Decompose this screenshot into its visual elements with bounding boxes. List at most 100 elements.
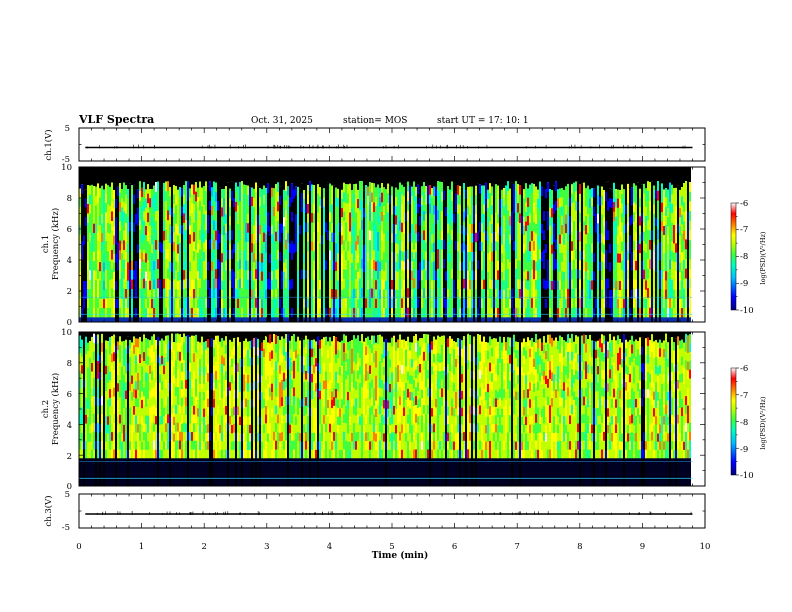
spectrogram-cell [371, 221, 373, 232]
spectrogram-cell [513, 288, 515, 299]
spectrogram-cell [593, 167, 595, 189]
spectrogram-cell [369, 298, 371, 309]
spectrogram-cell [261, 299, 263, 309]
spectrogram-cell [517, 167, 519, 185]
spectrogram-cell [217, 181, 219, 192]
spectrogram-cell [305, 307, 307, 318]
spectrogram-cell [553, 298, 555, 309]
spectrogram-cell [479, 307, 481, 318]
spectrogram-cell [545, 317, 547, 322]
spectrogram-cell [193, 317, 195, 322]
spectrogram-cell [85, 289, 87, 300]
spectrogram-cell [89, 289, 91, 299]
spectrogram-cell [133, 260, 135, 271]
spectrogram-cell [419, 167, 421, 189]
spectrogram-cell [423, 201, 425, 212]
spectrogram-cell [449, 317, 451, 322]
spectrogram-cell [279, 232, 281, 243]
spectrogram-cell [557, 225, 559, 236]
spectrogram-cell [339, 222, 341, 233]
spectrogram-cell [151, 253, 153, 263]
spectrogram-cell [635, 167, 637, 186]
spectrogram-cell [625, 242, 627, 252]
spectrogram-cell [85, 216, 87, 227]
spectrogram-cell [133, 184, 135, 195]
spectrogram-cell [279, 167, 281, 187]
spectrogram-cell [161, 289, 163, 300]
spectrogram-cell [489, 259, 491, 270]
spectrogram-cell [119, 278, 121, 289]
spectrogram-cell [441, 167, 443, 183]
spectrogram-cell [589, 216, 591, 227]
spectrogram-cell [243, 279, 245, 290]
spectrogram-cell [563, 226, 565, 236]
spectrogram-cell [483, 185, 485, 196]
spectrogram-cell [583, 221, 585, 232]
spectrogram-cell [531, 167, 533, 184]
spectrogram-cell [163, 269, 165, 280]
spectrogram-cell [259, 289, 261, 300]
spectrogram-cell [475, 270, 477, 281]
spectrogram-cell [473, 205, 475, 215]
spectrogram-cell [569, 234, 571, 245]
spectrogram-cell [215, 240, 217, 251]
spectrogram-cell [629, 167, 631, 190]
spectrogram-cell [653, 204, 655, 215]
spectrogram-cell [119, 269, 121, 280]
spectrogram-cell [167, 200, 169, 211]
spectrogram-cell [443, 297, 445, 308]
spectrogram-cell [415, 205, 417, 216]
spectrogram-cell [277, 182, 279, 193]
spectrogram-cell [303, 235, 305, 245]
spectrogram-cell [409, 195, 411, 205]
spectrogram-cell [173, 289, 175, 299]
spectrogram-cell [81, 307, 83, 318]
spectrogram-cell [493, 298, 495, 309]
spectrogram-cell [99, 206, 101, 217]
spectrogram-cell [563, 167, 565, 191]
spectrogram-cell [361, 167, 363, 182]
spectrogram-cell [417, 222, 419, 233]
spectrogram-cell [549, 234, 551, 245]
spectrogram-cell [325, 298, 327, 309]
spectrogram-cell [421, 223, 423, 234]
spectrogram-cell [583, 211, 585, 222]
spectrogram-cell [461, 224, 463, 235]
spectrogram-cell [479, 203, 481, 214]
spectrogram-cell [551, 167, 553, 191]
spectrogram-cell [145, 235, 147, 245]
spectrogram-cell [199, 317, 201, 322]
spectrogram-cell [435, 252, 437, 262]
spectrogram-cell [193, 167, 195, 185]
spectrogram-cell [393, 214, 395, 225]
spectrogram-cell [213, 239, 215, 250]
spectrogram-cell [469, 270, 471, 281]
spectrogram-cell [113, 317, 115, 322]
spectrogram-cell [305, 298, 307, 309]
spectrogram-cell [491, 298, 493, 309]
spectrogram-cell [391, 308, 393, 318]
spectrogram-cell [143, 307, 145, 318]
spectrogram-cell [273, 252, 275, 263]
spectrogram-cell [505, 298, 507, 309]
spectrogram-cell [667, 167, 669, 190]
spectrogram-cell [149, 207, 151, 217]
spectrogram-cell [225, 223, 227, 234]
spectrogram-cell [613, 167, 615, 183]
spectrogram-cell [459, 261, 461, 271]
spectrogram-cell [293, 289, 295, 300]
spectrogram-cell [89, 242, 91, 252]
spectrogram-cell [617, 226, 619, 236]
spectrogram-cell [263, 251, 265, 262]
spectrogram-cell [211, 167, 213, 188]
spectrogram-cell [397, 207, 399, 218]
spectrogram-cell [249, 252, 251, 262]
spectrogram-cell [507, 297, 509, 308]
spectrogram-cell [461, 167, 463, 188]
spectrogram-cell [115, 271, 117, 282]
spectrogram-cell [433, 261, 435, 271]
spectrogram-cell [97, 298, 99, 309]
spectrogram-cell [537, 289, 539, 300]
spectrogram-cell [85, 167, 87, 190]
spectrogram-cell [187, 191, 189, 202]
